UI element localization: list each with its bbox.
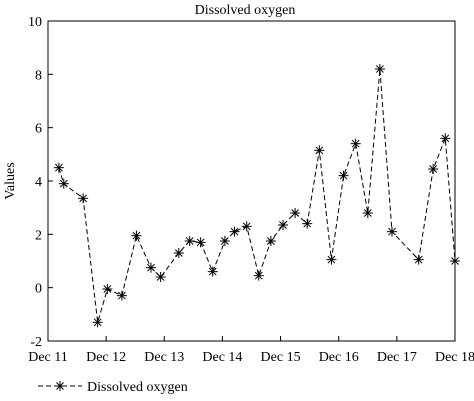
chart-title: Dissolved oxygen	[195, 3, 296, 18]
x-tick-label: Dec 15	[261, 350, 301, 365]
data-point-marker	[338, 170, 349, 181]
data-point-marker	[78, 193, 89, 204]
data-point-marker	[155, 272, 166, 282]
data-point-marker	[145, 262, 156, 273]
y-tick-label: 8	[35, 68, 42, 83]
data-point-marker	[55, 381, 65, 391]
y-axis: -2 0 2 4 6 8 10	[28, 15, 53, 350]
data-point-marker	[350, 138, 361, 149]
y-axis-label: Values	[3, 162, 18, 199]
data-point-marker	[241, 221, 252, 232]
y-tick-label: 4	[35, 175, 42, 190]
y-tick-label: 10	[28, 15, 42, 30]
legend-marker-asterisk	[55, 381, 65, 391]
x-tick-label: Dec 14	[202, 350, 242, 365]
data-point-marker	[131, 230, 142, 241]
data-point-marker	[92, 317, 103, 328]
data-point-marker	[184, 236, 195, 246]
legend-label: Dissolved oxygen	[87, 380, 188, 395]
y-tick-label: 6	[35, 122, 42, 137]
y-tick-label: 0	[35, 282, 42, 297]
data-point-marker	[413, 254, 424, 265]
x-tick-label: Dec 17	[377, 350, 417, 365]
data-point-marker	[53, 162, 64, 173]
data-point-marker	[428, 164, 439, 174]
data-point-marker	[302, 218, 313, 229]
data-point-marker	[290, 208, 301, 218]
data-point-marker	[277, 220, 288, 230]
data-point-marker	[207, 266, 218, 277]
data-point-marker	[253, 270, 264, 281]
series-dissolved-oxygen	[53, 64, 460, 328]
x-tick-label: Dec 12	[86, 350, 126, 365]
series-line	[58, 68, 456, 323]
data-point-marker	[326, 254, 337, 265]
data-point-marker	[450, 256, 460, 266]
legend: Dissolved oxygen	[38, 380, 188, 395]
x-axis: Dec 11 Dec 12 Dec 13 Dec 14 Dec 15 Dec 16 Dec …	[28, 336, 474, 365]
data-point-marker	[362, 208, 373, 218]
x-tick-label: Dec 16	[319, 350, 359, 365]
x-tick-label: Dec 11	[28, 350, 68, 365]
data-point-marker	[116, 290, 127, 301]
data-point-marker	[387, 226, 398, 237]
data-point-marker	[173, 248, 184, 258]
data-point-marker	[219, 236, 230, 246]
data-point-marker	[374, 64, 385, 74]
y-tick-label: -2	[30, 335, 42, 350]
data-point-marker	[314, 145, 325, 156]
data-point-marker	[58, 178, 69, 189]
data-point-marker	[102, 284, 113, 294]
plot-area-frame	[47, 20, 456, 342]
x-tick-label: Dec 18	[435, 350, 474, 365]
data-point-marker	[265, 236, 276, 246]
data-point-marker	[195, 237, 206, 248]
x-tick-label: Dec 13	[144, 350, 184, 365]
data-point-marker	[229, 226, 240, 237]
y-tick-label: 2	[35, 228, 42, 243]
data-point-marker	[440, 133, 451, 144]
